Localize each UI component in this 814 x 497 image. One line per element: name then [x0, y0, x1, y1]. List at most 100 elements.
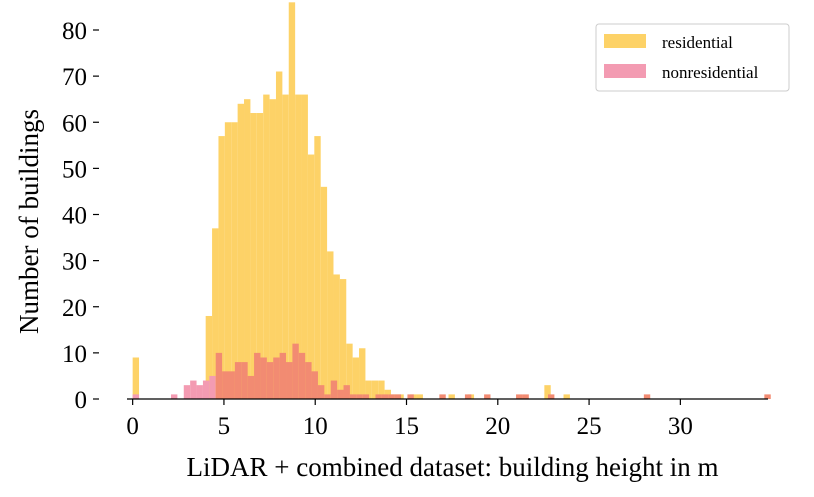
y-tick-label: 20 — [62, 295, 87, 322]
histogram-bar-residential-33 — [416, 394, 423, 399]
histogram-bar-residential-3 — [218, 136, 225, 399]
histogram-bar-residential-10 — [263, 94, 270, 399]
histogram-bar-residential-23 — [346, 343, 353, 399]
histogram-bar-overlap-25 — [381, 394, 389, 399]
y-tick-label: 30 — [62, 249, 87, 276]
bars-group — [132, 2, 771, 400]
histogram-bar-residential-14 — [288, 2, 296, 399]
y-axis-label: Number of buildings — [14, 109, 44, 334]
histogram-bar-overlap-28 — [407, 394, 414, 399]
histogram-bar-overlap-13 — [298, 352, 306, 400]
histogram-bar-nonresidential-3 — [190, 380, 197, 399]
histogram-bar-overlap-10 — [279, 352, 287, 400]
histogram-bar-residential-2 — [212, 228, 219, 399]
histogram-bar-overlap-5 — [247, 375, 255, 399]
histogram-bar-residential-25 — [359, 348, 366, 399]
legend-label-nonresidential: nonresidential — [662, 63, 759, 82]
histogram-bar-residential-36 — [544, 385, 551, 399]
histogram-bar-overlap-1 — [222, 371, 229, 399]
histogram-bar-residential-6 — [237, 103, 245, 400]
histogram-bar-residential-28 — [378, 380, 385, 399]
histogram-bar-overlap-30 — [464, 394, 472, 399]
x-tick-label: 0 — [126, 413, 139, 440]
histogram-bar-residential-27 — [371, 380, 379, 399]
histogram-bar-residential-29 — [384, 389, 391, 399]
x-tick-label: 30 — [668, 413, 693, 440]
histogram-bar-residential-8 — [250, 113, 257, 400]
histogram-bar-nonresidential-4 — [196, 385, 203, 399]
histogram-bar-residential-24 — [352, 357, 360, 399]
histogram-bar-overlap-27 — [394, 394, 402, 399]
x-tick-label: 20 — [485, 413, 510, 440]
histogram-bar-residential-0 — [132, 357, 140, 399]
histogram-bar-residential-4 — [224, 122, 232, 399]
x-tick-label: 10 — [303, 413, 328, 440]
histogram-bar-nonresidential-1 — [170, 394, 178, 399]
y-tick-label: 10 — [62, 341, 87, 368]
histogram-bar-overlap-15 — [311, 371, 318, 399]
histogram-bar-residential-37 — [563, 394, 570, 399]
histogram-bar-residential-5 — [231, 122, 238, 399]
histogram-bar-overlap-21 — [349, 394, 357, 399]
x-tick-label: 25 — [577, 413, 602, 440]
histogram-bar-residential-13 — [282, 94, 289, 399]
y-tick-label: 0 — [75, 387, 88, 414]
legend: residential nonresidential — [595, 23, 790, 92]
legend-label-residential: residential — [662, 33, 733, 52]
histogram-bar-residential-34 — [448, 394, 455, 399]
legend-swatch-nonresidential — [604, 64, 646, 78]
histogram-bar-overlap-19 — [337, 389, 344, 399]
x-tick-label: 15 — [394, 413, 419, 440]
histogram-bar-residential-12 — [275, 71, 283, 399]
histogram-bar-residential-26 — [365, 380, 372, 399]
histogram-bar-residential-11 — [269, 99, 276, 399]
histogram-bar-overlap-22 — [356, 394, 363, 399]
y-axis-ticks: 0 10 20 30 40 50 60 70 80 — [62, 18, 99, 414]
x-axis-label: LiDAR + combined dataset: building heigh… — [187, 452, 719, 482]
histogram-bar-residential-7 — [244, 99, 251, 399]
histogram-bar-overlap-31 — [484, 394, 491, 399]
plot-area: 0 5 10 15 20 25 30 0 10 20 30 40 50 60 70 80 — [62, 2, 771, 440]
histogram-bar-overlap-24 — [375, 394, 382, 399]
histogram-bar-overlap-29 — [439, 394, 446, 399]
histogram-bar-overlap-20 — [343, 385, 350, 399]
histogram-bar-overlap-34 — [548, 394, 555, 399]
x-axis-ticks: 0 5 10 15 20 25 30 — [126, 399, 693, 440]
histogram-bar-residential-16 — [301, 94, 308, 399]
y-tick-label: 50 — [62, 156, 87, 183]
histogram-bar-residential-9 — [256, 113, 264, 400]
histogram-bar-overlap-35 — [643, 394, 651, 399]
histogram-bar-overlap-16 — [317, 385, 325, 399]
histogram-bar-overlap-32 — [516, 394, 523, 399]
histogram-bar-overlap-0 — [215, 352, 223, 400]
y-tick-label: 60 — [62, 110, 87, 137]
histogram-bar-nonresidential-0 — [132, 394, 140, 399]
histogram-bar-overlap-26 — [388, 394, 395, 399]
x-tick-label: 5 — [218, 413, 231, 440]
histogram-bar-overlap-18 — [330, 380, 338, 399]
histogram-bar-overlap-9 — [273, 357, 280, 399]
histogram-bar-overlap-33 — [522, 394, 529, 399]
histogram-bar-overlap-23 — [362, 394, 370, 399]
y-tick-label: 80 — [62, 18, 87, 45]
y-tick-label: 40 — [62, 203, 87, 230]
histogram-bar-residential-17 — [307, 154, 315, 399]
histogram-bar-overlap-8 — [266, 362, 274, 399]
histogram-bar-residential-22 — [339, 279, 347, 399]
histogram-bar-overlap-17 — [324, 394, 331, 399]
histogram-bar-overlap-11 — [286, 362, 293, 399]
histogram-bar-residential-15 — [295, 94, 302, 399]
histogram-bar-nonresidential-6 — [209, 375, 216, 399]
histogram-bar-overlap-36 — [764, 394, 771, 399]
histogram-bar-residential-20 — [327, 251, 334, 399]
histogram-bar-nonresidential-2 — [183, 385, 191, 399]
histogram-bar-overlap-2 — [228, 371, 235, 399]
histogram-bar-overlap-3 — [234, 362, 242, 399]
histogram-bar-residential-19 — [320, 186, 328, 399]
legend-swatch-residential — [604, 34, 646, 48]
histogram-bar-overlap-6 — [254, 352, 261, 400]
histogram-bar-residential-21 — [333, 274, 340, 399]
histogram-bar-overlap-4 — [241, 362, 248, 399]
y-tick-label: 70 — [62, 64, 87, 91]
